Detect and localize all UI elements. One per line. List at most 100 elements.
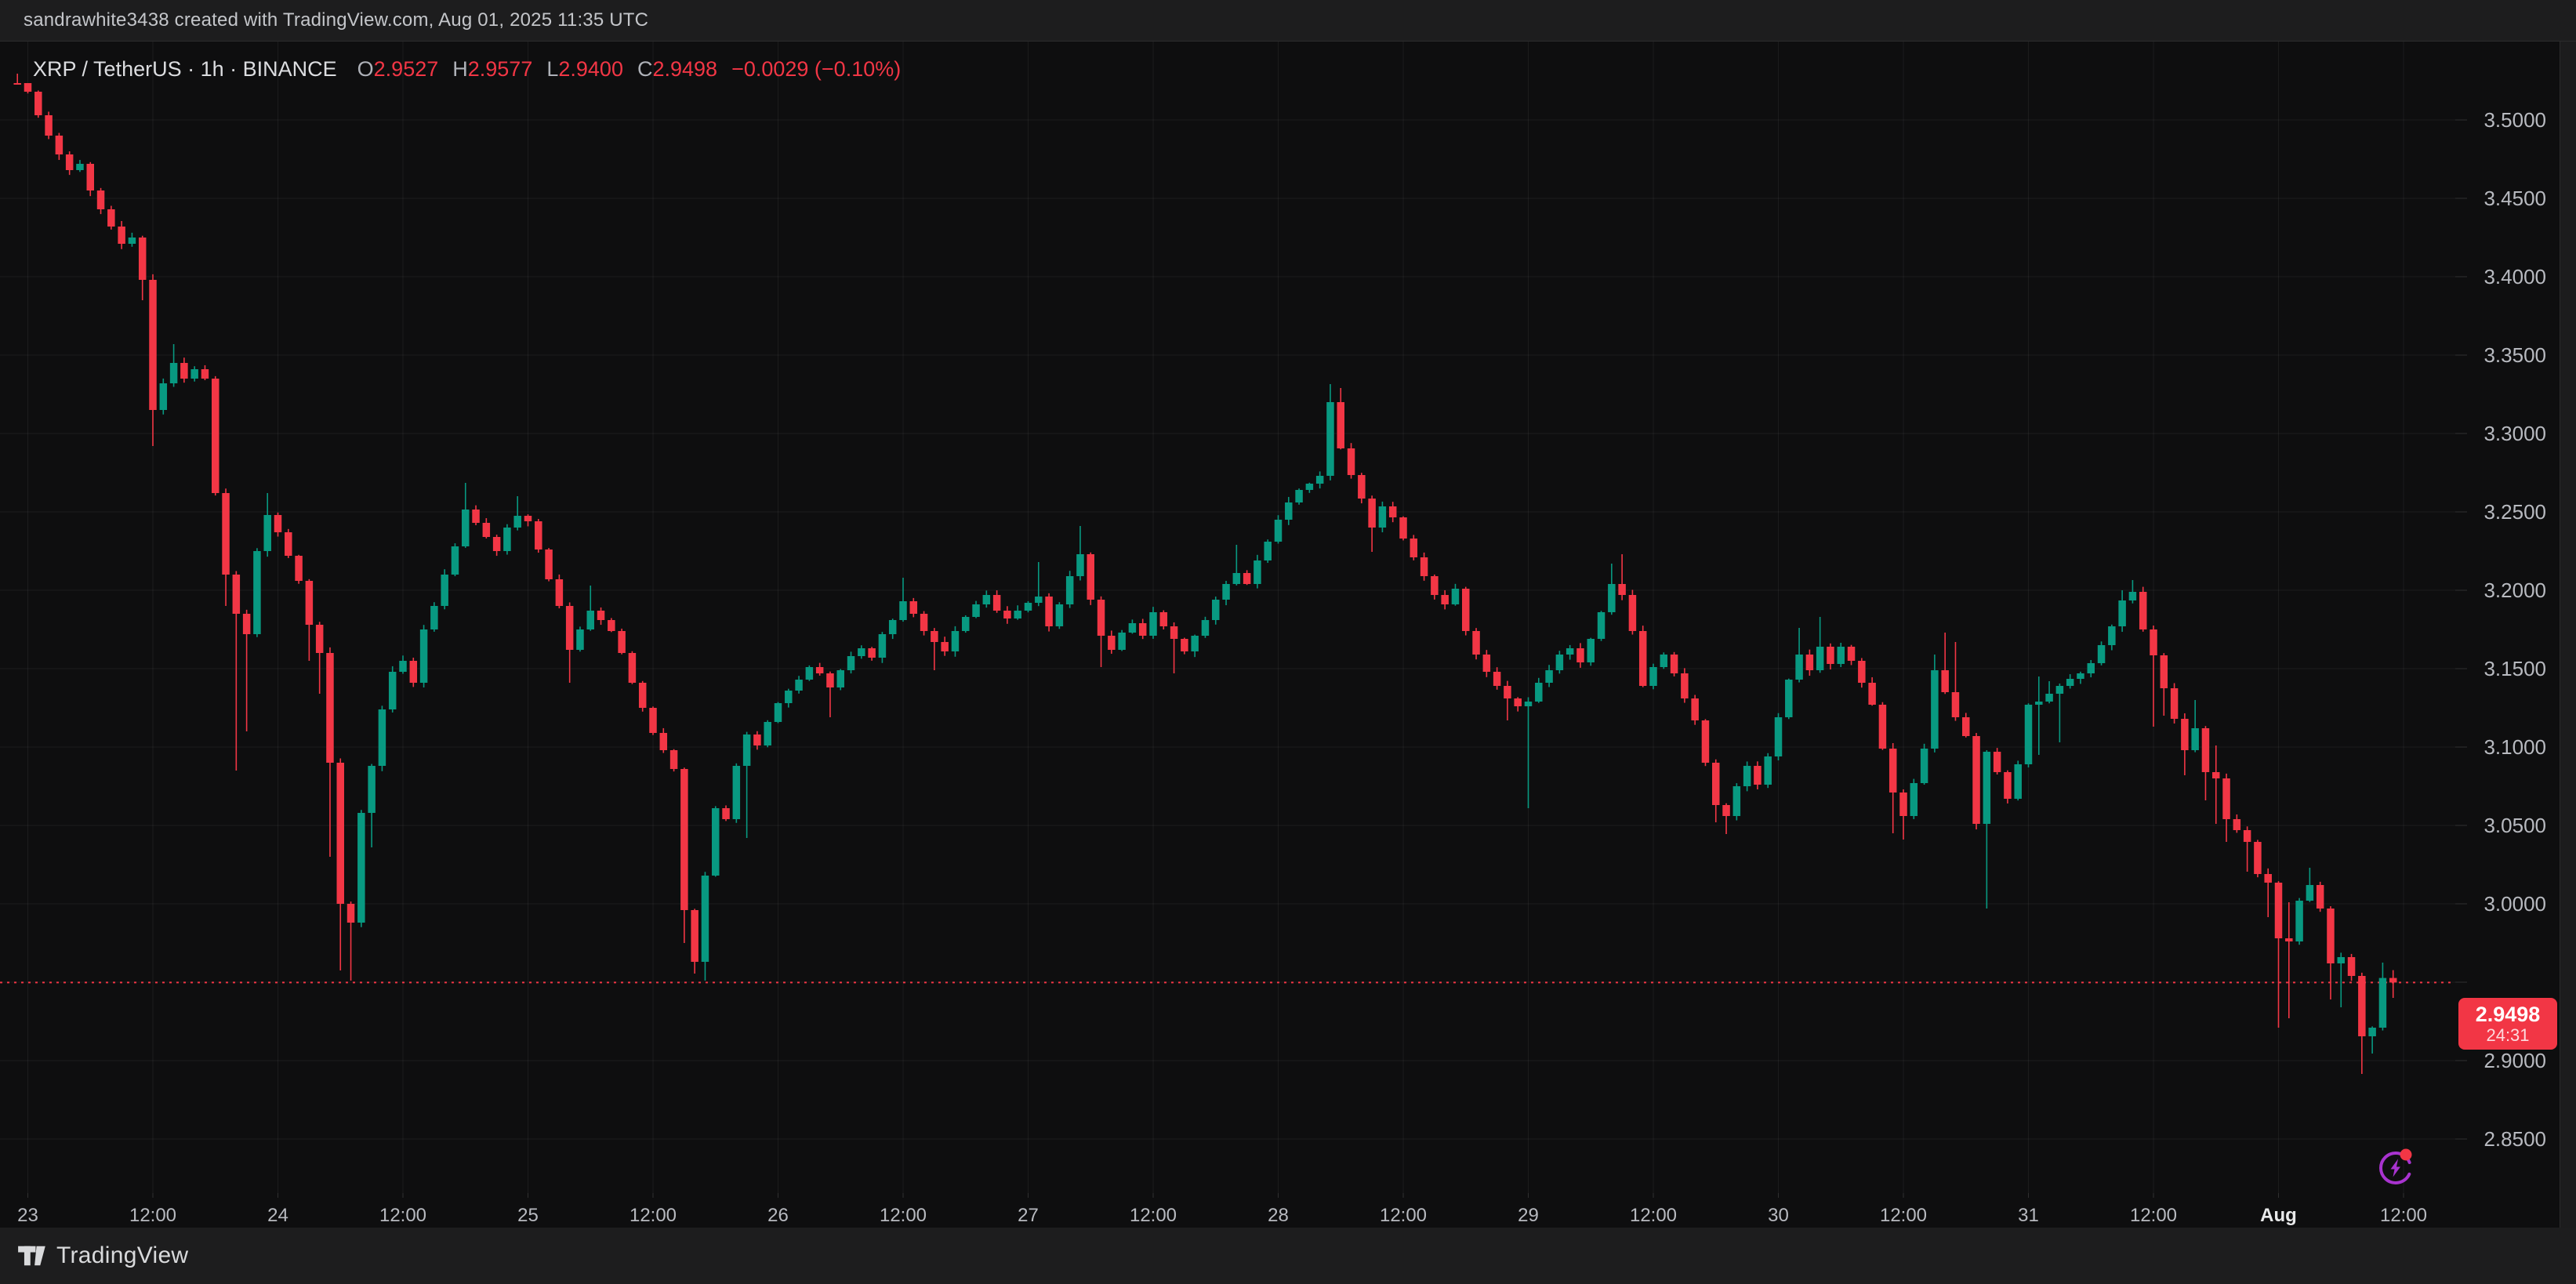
- low-label: L: [546, 57, 559, 81]
- candle-body: [992, 595, 1001, 611]
- time-label[interactable]: 12:00: [2130, 1205, 2177, 1226]
- time-axis[interactable]: 23 12:00 24 12:00 25 12:00 26 12:00 27 12:00 28 12:…: [17, 1205, 2427, 1226]
- candle-body: [555, 579, 564, 606]
- price-label[interactable]: 2.9000: [2483, 1049, 2546, 1072]
- candle-body: [785, 691, 793, 703]
- candle-body: [576, 629, 584, 650]
- candle-body: [1035, 597, 1043, 603]
- price-label[interactable]: 3.2500: [2483, 500, 2546, 524]
- symbol-title[interactable]: XRP / TetherUS · 1h · BINANCE: [33, 57, 337, 81]
- time-label[interactable]: 23: [17, 1205, 38, 1226]
- candle-body: [1993, 752, 2001, 772]
- candle-body: [368, 766, 376, 813]
- candle-body: [2128, 592, 2137, 600]
- price-label[interactable]: 3.3500: [2483, 343, 2546, 367]
- open-label: O: [357, 57, 374, 81]
- time-label[interactable]: 12:00: [2380, 1205, 2427, 1226]
- candle-body: [899, 601, 907, 620]
- price-label[interactable]: 3.0500: [2483, 814, 2546, 837]
- tradingview-brand[interactable]: TradingView: [17, 1242, 188, 1269]
- chart-canvas[interactable]: 3.5000 3.4500 3.4000 3.3500 3.3000 3.2500 3.20…: [0, 42, 2560, 1228]
- candle-body: [1972, 736, 1980, 824]
- time-label[interactable]: 12:00: [379, 1205, 426, 1226]
- candle-body: [295, 556, 303, 581]
- candle-body: [513, 516, 521, 528]
- candle-body: [388, 672, 397, 709]
- candle-body: [1128, 623, 1137, 633]
- candle-body: [1493, 672, 1501, 686]
- candle-body: [1191, 636, 1199, 651]
- candle-body: [232, 575, 241, 614]
- time-label[interactable]: 27: [1018, 1205, 1039, 1226]
- candle-body: [107, 209, 115, 227]
- candle-body: [159, 383, 168, 410]
- time-label[interactable]: 29: [1518, 1205, 1539, 1226]
- candle-body: [492, 537, 501, 551]
- candle-body: [1878, 705, 1887, 749]
- candle-body: [76, 164, 84, 170]
- high-label: H: [452, 57, 468, 81]
- candle-body: [1566, 648, 1574, 655]
- price-label[interactable]: 3.4000: [2483, 265, 2546, 288]
- candle-body: [941, 642, 949, 651]
- candle-body: [118, 227, 125, 244]
- price-label[interactable]: 3.4500: [2483, 187, 2546, 210]
- candle-body: [1774, 717, 1783, 756]
- candle-body: [472, 510, 480, 523]
- candle-body: [701, 876, 709, 962]
- candle-body: [1576, 648, 1584, 662]
- price-label[interactable]: 3.2000: [2483, 579, 2546, 602]
- candle-body: [680, 769, 688, 910]
- candle-body: [2004, 772, 2012, 799]
- time-label[interactable]: 25: [517, 1205, 539, 1226]
- candle-body: [691, 910, 698, 962]
- candle-body: [2024, 705, 2033, 764]
- price-label[interactable]: 2.8500: [2483, 1127, 2546, 1151]
- candle-body: [253, 551, 261, 634]
- time-label[interactable]: 12:00: [880, 1205, 927, 1226]
- boost-button[interactable]: [2374, 1144, 2419, 1190]
- footer-bar: TradingView: [0, 1228, 2576, 1284]
- candle-body: [909, 601, 918, 614]
- candle-body: [2181, 719, 2189, 750]
- price-axis[interactable]: 3.5000 3.4500 3.4000 3.3500 3.3000 3.2500 3.20…: [2483, 108, 2546, 1151]
- price-label[interactable]: 3.5000: [2483, 108, 2546, 132]
- candle-body: [1587, 639, 1595, 662]
- time-label[interactable]: 12:00: [129, 1205, 176, 1226]
- price-label[interactable]: 3.1500: [2483, 657, 2546, 680]
- candle-body: [535, 521, 542, 550]
- candle-body: [1170, 626, 1178, 639]
- time-label[interactable]: 30: [1768, 1205, 1789, 1226]
- candle-body: [149, 280, 157, 410]
- time-label[interactable]: 24: [267, 1205, 288, 1226]
- candle-body: [1087, 554, 1095, 600]
- price-label[interactable]: 3.0000: [2483, 892, 2546, 916]
- candle-body: [1847, 647, 1856, 661]
- symbol-legend[interactable]: XRP / TetherUS · 1h · BINANCE O2.9527 H2.9…: [33, 57, 901, 82]
- candle-body: [732, 766, 741, 819]
- time-label[interactable]: 31: [2018, 1205, 2039, 1226]
- time-label[interactable]: Aug: [2260, 1205, 2297, 1226]
- price-label[interactable]: 3.1000: [2483, 735, 2546, 759]
- candle-body: [1514, 698, 1522, 706]
- time-label[interactable]: 26: [767, 1205, 789, 1226]
- time-label[interactable]: 12:00: [1880, 1205, 1927, 1226]
- price-label[interactable]: 3.3000: [2483, 422, 2546, 445]
- candle-body: [565, 606, 574, 650]
- axis-ticks: [27, 119, 2467, 1198]
- candle-body: [45, 115, 53, 136]
- candle-body: [1555, 655, 1564, 670]
- time-label[interactable]: 12:00: [629, 1205, 677, 1226]
- candle-body: [1899, 793, 1907, 816]
- time-label[interactable]: 12:00: [1380, 1205, 1427, 1226]
- candle-body: [1451, 589, 1460, 604]
- time-label[interactable]: 12:00: [1630, 1205, 1677, 1226]
- candle-body: [1410, 539, 1418, 557]
- time-label[interactable]: 12:00: [1130, 1205, 1177, 1226]
- candle-body: [128, 238, 136, 244]
- chart-pane[interactable]: 3.5000 3.4500 3.4000 3.3500 3.3000 3.2500 3.20…: [0, 42, 2560, 1228]
- candle-body: [24, 83, 32, 92]
- candle-body: [1014, 611, 1021, 618]
- time-label[interactable]: 28: [1268, 1205, 1289, 1226]
